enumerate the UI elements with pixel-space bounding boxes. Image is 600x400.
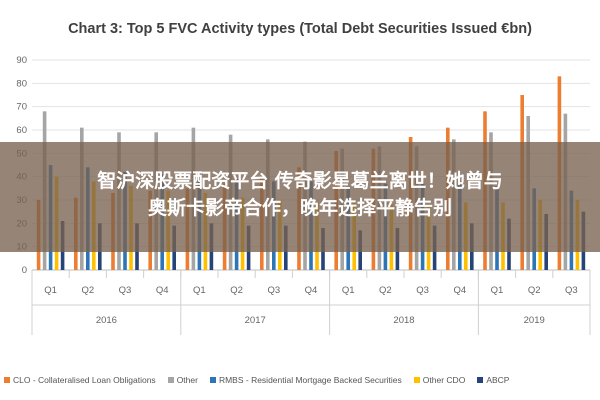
- legend-label: ABCP: [486, 375, 510, 385]
- chart-legend: CLO - Collateralised Loan Obligations Oth…: [4, 373, 600, 387]
- banner-line-1: 智沪深股票配资平台 传奇影星葛兰离世！她曾与: [97, 170, 503, 192]
- legend-item: Other CDO: [413, 375, 466, 385]
- x-tick-label: Q3: [416, 285, 429, 296]
- chart-title: Chart 3: Top 5 FVC Activity types (Total…: [68, 21, 532, 37]
- x-axis: Q1 Q2 Q3 Q4 Q1 Q2 Q3 Q4 Q1 Q2 Q3 Q4 Q1 Q2 Q3 2016 2017 20…: [31, 270, 591, 335]
- legend-swatch: [413, 377, 420, 383]
- legend-item: CLO - Collateralised Loan Obligations: [4, 375, 156, 385]
- x-tick-label: Q3: [565, 285, 578, 296]
- year-label: 2017: [245, 315, 266, 326]
- legend-label: Other: [176, 375, 198, 385]
- x-tick-label: Q4: [305, 285, 318, 296]
- legend-swatch: [477, 377, 484, 383]
- legend-item: RMBS - Residential Mortgage Backed Secur…: [209, 375, 402, 385]
- x-tick-label: Q3: [119, 285, 132, 296]
- legend-item: Other: [167, 375, 198, 385]
- y-tick-label: 90: [16, 55, 27, 66]
- y-tick-label: 0: [22, 265, 27, 276]
- x-tick-label: Q2: [81, 285, 94, 296]
- x-tick-label: Q1: [193, 285, 206, 296]
- x-tick-label: Q1: [44, 285, 57, 296]
- y-tick-label: 80: [16, 78, 27, 89]
- y-tick-label: 70: [16, 102, 27, 113]
- legend-swatch: [167, 377, 174, 383]
- year-label: 2018: [393, 315, 414, 326]
- x-tick-label: Q2: [230, 285, 243, 296]
- year-label: 2016: [96, 315, 117, 326]
- x-tick-label: Q2: [528, 285, 541, 296]
- legend-label: CLO - Collateralised Loan Obligations: [13, 375, 156, 385]
- legend-label: Other CDO: [422, 375, 466, 385]
- banner-line-2: 奥斯卡影帝合作，晚年选择平静告别: [147, 197, 452, 219]
- legend-label: RMBS - Residential Mortgage Backed Secur…: [218, 375, 402, 385]
- legend-swatch: [209, 377, 216, 383]
- x-tick-label: Q4: [453, 285, 466, 296]
- x-tick-label: Q1: [491, 285, 504, 296]
- y-tick-label: 60: [16, 125, 27, 136]
- legend-swatch: [4, 377, 10, 383]
- legend-item: ABCP: [477, 375, 509, 385]
- year-label: 2019: [524, 315, 545, 326]
- x-tick-label: Q1: [342, 285, 355, 296]
- overlay-banner: 智沪深股票配资平台 传奇影星葛兰离世！她曾与 奥斯卡影帝合作，晚年选择平静告别: [0, 142, 600, 252]
- x-tick-label: Q3: [267, 285, 280, 296]
- x-tick-label: Q4: [156, 285, 169, 296]
- x-tick-label: Q2: [379, 285, 392, 296]
